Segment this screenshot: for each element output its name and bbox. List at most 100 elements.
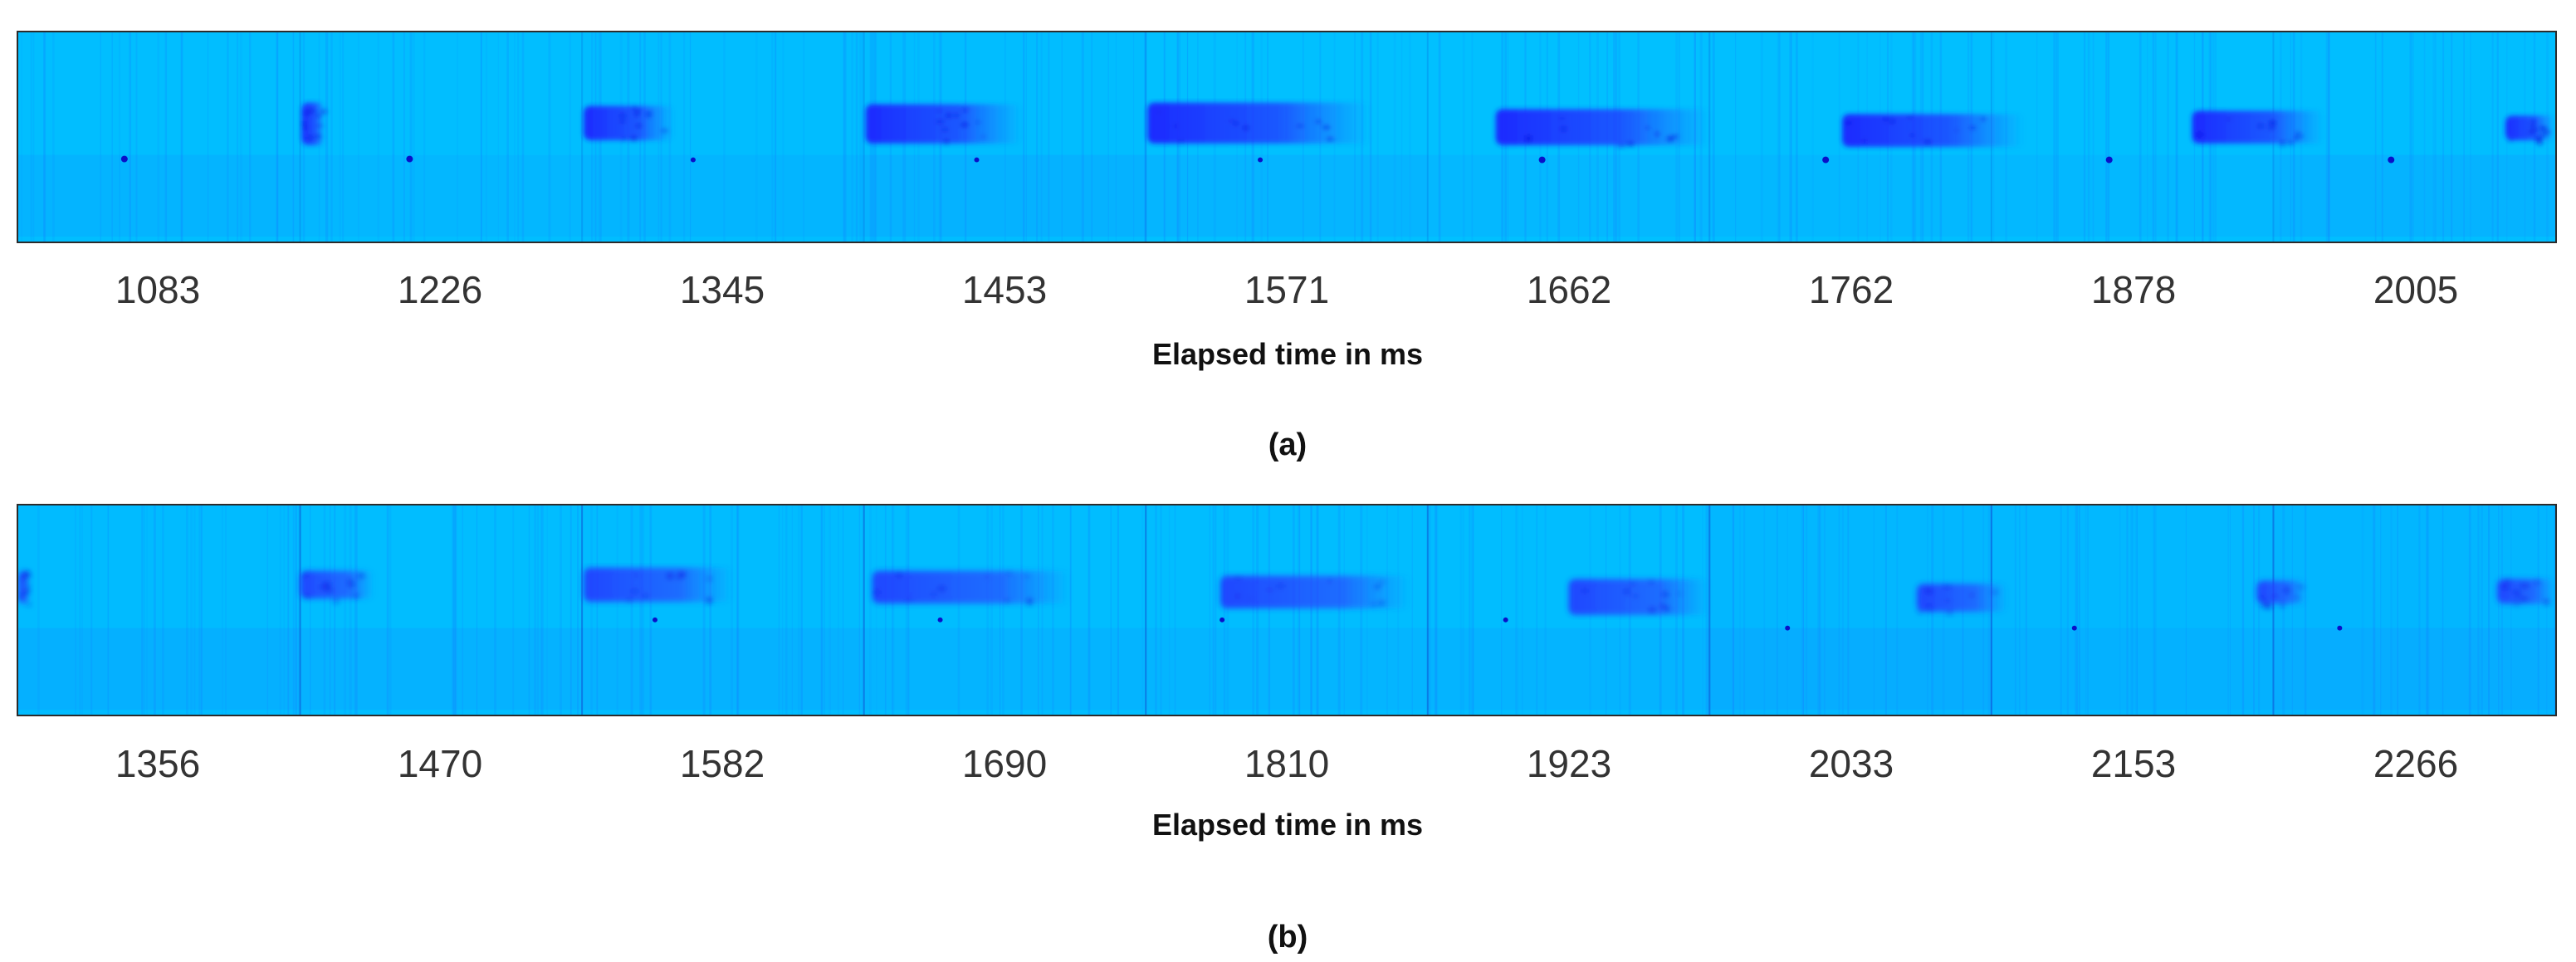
noise-line [200,505,203,715]
segment-separator [299,505,301,715]
burst-speckle [303,125,307,130]
noise-line [1796,32,1798,242]
noise-line [1516,505,1518,715]
noise-line [2134,505,2138,715]
marker-dot-b-5 [1785,625,1791,631]
noise-line [355,505,358,715]
noise-line [2451,32,2453,242]
noise-line [1801,505,1804,715]
segment-separator [1145,505,1147,715]
noise-line [2426,505,2428,715]
burst-speckle [1645,126,1650,129]
burst-speckle [2267,603,2272,609]
noise-line [1317,505,1319,715]
noise-line [2066,505,2069,715]
burst-b-3 [584,567,733,603]
noise-line [276,32,279,242]
noise-line [454,505,457,715]
noise-line [462,505,463,715]
burst-speckle [326,588,334,592]
noise-line [2241,505,2245,715]
noise-line [1316,505,1318,715]
noise-line [2291,505,2293,715]
burst-speckle [1618,144,1625,148]
noise-line [2175,32,2178,242]
burst-speckle [1327,137,1333,141]
noise-line [1732,505,1734,715]
lower-band [1146,154,1428,237]
noise-line [1160,505,1162,715]
noise-line [1107,32,1109,242]
noise-line [1409,32,1411,242]
burst-speckle [1296,125,1304,128]
noise-line [702,505,706,715]
burst-speckle [24,583,31,586]
noise-line [907,505,910,715]
tick-label-b-7: 2033 [1808,742,1894,785]
noise-line [1110,505,1112,715]
noise-line [164,32,168,242]
lower-band [863,627,1146,711]
noise-line [2078,505,2080,715]
noise-line [590,505,593,715]
noise-line [239,32,242,242]
noise-line [1168,505,1171,715]
burst-speckle [1947,611,1953,615]
noise-line [1501,505,1503,715]
lower-band [1991,627,2274,711]
noise-line [1802,505,1805,715]
noise-line [2019,505,2021,715]
noise-line [1081,32,1084,242]
noise-line [791,505,793,715]
noise-line [514,32,516,242]
burst-speckle [357,573,364,579]
noise-line [534,505,536,715]
noise-line [1778,32,1781,242]
noise-line [146,505,148,715]
noise-line [154,505,156,715]
burst-speckle [1380,580,1386,584]
segment-separator [863,32,865,242]
noise-line [1536,505,1538,715]
burst-speckle [2544,129,2550,134]
lower-band [863,154,1146,237]
marker-dot-a-3 [690,157,696,163]
noise-line [298,505,300,715]
burst-b-9 [2497,579,2555,604]
noise-line [1088,505,1090,715]
noise-line [2397,505,2398,715]
noise-line [709,505,712,715]
burst-speckle [305,594,310,599]
noise-line [186,505,188,715]
noise-line [480,32,482,242]
segment-separator [581,32,584,242]
burst-speckle [632,106,638,111]
noise-line [2491,32,2494,242]
noise-line [642,505,645,715]
noise-line [107,505,110,715]
noise-line [1226,505,1229,715]
noise-line [2060,505,2062,715]
noise-line [2055,32,2059,242]
noise-line [1174,505,1176,715]
burst-speckle [1267,588,1273,591]
noise-line [279,505,281,715]
burst-speckle [622,136,626,142]
noise-line [736,505,740,715]
burst-a-6 [1842,114,2025,147]
lower-band [18,154,301,237]
noise-line [358,32,359,242]
burst-speckle [2294,596,2300,599]
burst-speckle [1025,574,1029,578]
burst-speckle [631,136,637,141]
burst-speckle [975,120,980,125]
noise-line [2328,32,2330,242]
burst-speckle [1923,588,1930,591]
noise-line [829,505,831,715]
burst-speckle [2531,128,2538,132]
noise-line [785,505,788,715]
noise-line [1811,32,1814,242]
noise-line [731,505,733,715]
noise-line [342,32,345,242]
burst-speckle [347,579,354,583]
